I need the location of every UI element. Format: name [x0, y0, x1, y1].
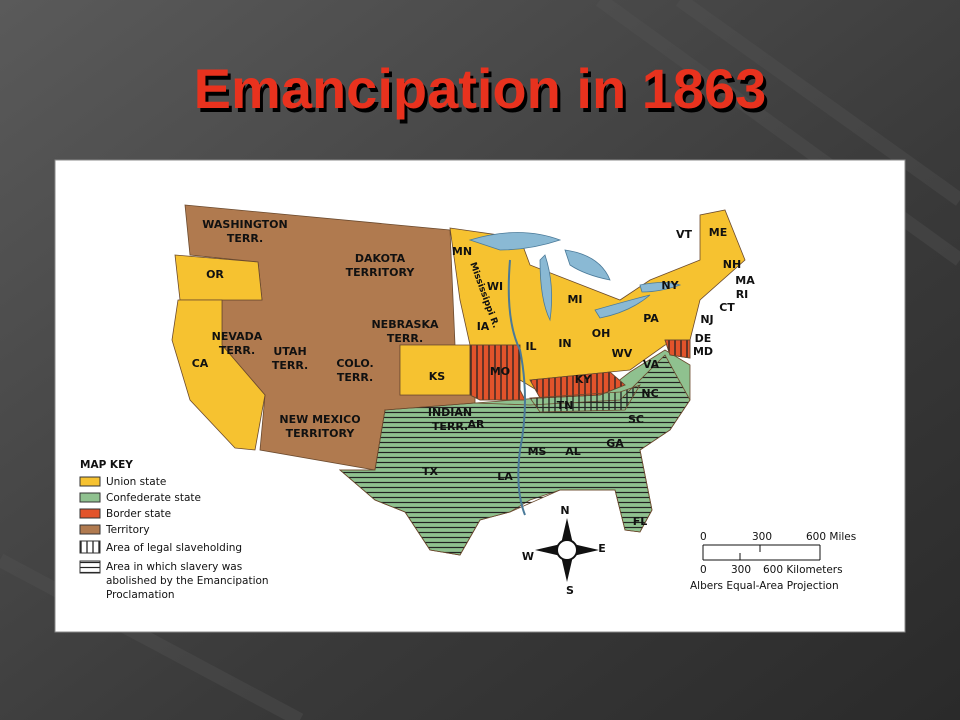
- region-label: NEW MEXICO: [279, 413, 360, 426]
- region-label: NC: [641, 387, 658, 400]
- region-label: WI: [487, 280, 503, 293]
- key-swatch: [79, 560, 101, 574]
- scale-label: 0: [700, 564, 707, 576]
- region-label: PA: [643, 312, 659, 325]
- region-label: DAKOTA: [355, 252, 406, 265]
- region-label: NH: [723, 258, 741, 271]
- region-label: KY: [575, 373, 593, 386]
- region-label: TERRITORY: [346, 266, 416, 279]
- region-label: SC: [628, 413, 644, 426]
- region-label: ME: [709, 226, 727, 239]
- projection: Albers Equal-Area Projection: [690, 580, 839, 592]
- region-label: VA: [643, 358, 660, 371]
- compass-s: S: [566, 584, 574, 597]
- key-item: Proclamation: [106, 589, 175, 601]
- region-label: NEVADA: [212, 330, 263, 343]
- region-label: NEBRASKA: [371, 318, 439, 331]
- region-label: MI: [567, 293, 582, 306]
- region-label: LA: [497, 470, 513, 483]
- scale-label: 300: [752, 531, 772, 543]
- key-item: Area of legal slaveholding: [106, 542, 242, 554]
- region-label: TERR.: [337, 371, 373, 384]
- region-label: TERR.: [432, 420, 468, 433]
- region-label: AL: [565, 445, 581, 458]
- key-item: Border state: [106, 508, 171, 520]
- region-label: TERR.: [219, 344, 255, 357]
- region-label: MN: [452, 245, 472, 258]
- region-label: WASHINGTON: [202, 218, 287, 231]
- region-label: NY: [661, 279, 679, 292]
- region-label: UTAH: [273, 345, 306, 358]
- scale-bar: 0 300 600 Miles 0 300 600 Kilometers Alb…: [690, 531, 856, 592]
- key-swatch: [79, 492, 101, 503]
- region-label: MA: [735, 274, 755, 287]
- map-key: MAP KEY Union state Confederate state Bo…: [79, 459, 269, 601]
- region-label: AR: [468, 418, 486, 431]
- key-swatch: [79, 540, 101, 554]
- region-label: KS: [429, 370, 446, 383]
- key-item: Confederate state: [106, 492, 201, 504]
- region-label: INDIAN: [428, 406, 472, 419]
- region-label: FL: [633, 515, 648, 528]
- region-label: CA: [192, 357, 209, 370]
- scale-label: 0: [700, 531, 707, 543]
- key-swatch: [79, 476, 101, 487]
- region-label: TN: [557, 399, 574, 412]
- region-label: COLO.: [336, 357, 373, 370]
- region-label: TERR.: [387, 332, 423, 345]
- region-label: DE: [695, 332, 712, 345]
- compass-w: W: [522, 550, 534, 563]
- region-label: TX: [422, 465, 439, 478]
- compass: N S W E: [522, 504, 606, 597]
- key-item: Territory: [105, 524, 150, 536]
- map-labels: WASHINGTONTERR.DAKOTATERRITORYORNEVADATE…: [192, 218, 756, 528]
- compass-e: E: [598, 542, 606, 555]
- region-label: WV: [612, 347, 633, 360]
- region-label: GA: [606, 437, 624, 450]
- scale-label: 600 Kilometers: [763, 564, 843, 576]
- key-swatch: [79, 524, 101, 535]
- region-label: OH: [592, 327, 611, 340]
- region-label: MD: [693, 345, 713, 358]
- key-item: Area in which slavery was: [106, 561, 242, 573]
- map: [171, 204, 746, 556]
- region-label: RI: [736, 288, 749, 301]
- key-item: Union state: [106, 476, 166, 488]
- region-label: IN: [558, 337, 571, 350]
- scale-label: 600 Miles: [806, 531, 856, 543]
- scale-label: 300: [731, 564, 751, 576]
- region-label: OR: [206, 268, 224, 281]
- region-label: NJ: [700, 313, 713, 326]
- region-label: TERRITORY: [286, 427, 356, 440]
- region-label: TERR.: [227, 232, 263, 245]
- key-swatch: [79, 508, 101, 519]
- compass-n: N: [560, 504, 569, 517]
- region-label: MS: [528, 445, 547, 458]
- region-label: CT: [719, 301, 735, 314]
- title: Emancipation in 1863: [194, 57, 767, 120]
- region-label: VT: [676, 228, 693, 241]
- title-shadow: Emancipation in 1863: [197, 61, 770, 124]
- key-item: abolished by the Emancipation: [106, 575, 269, 587]
- key-title: MAP KEY: [80, 459, 133, 471]
- region-label: TERR.: [272, 359, 308, 372]
- region-label: IL: [525, 340, 536, 353]
- region-label: IA: [477, 320, 490, 333]
- region-label: MO: [490, 365, 510, 378]
